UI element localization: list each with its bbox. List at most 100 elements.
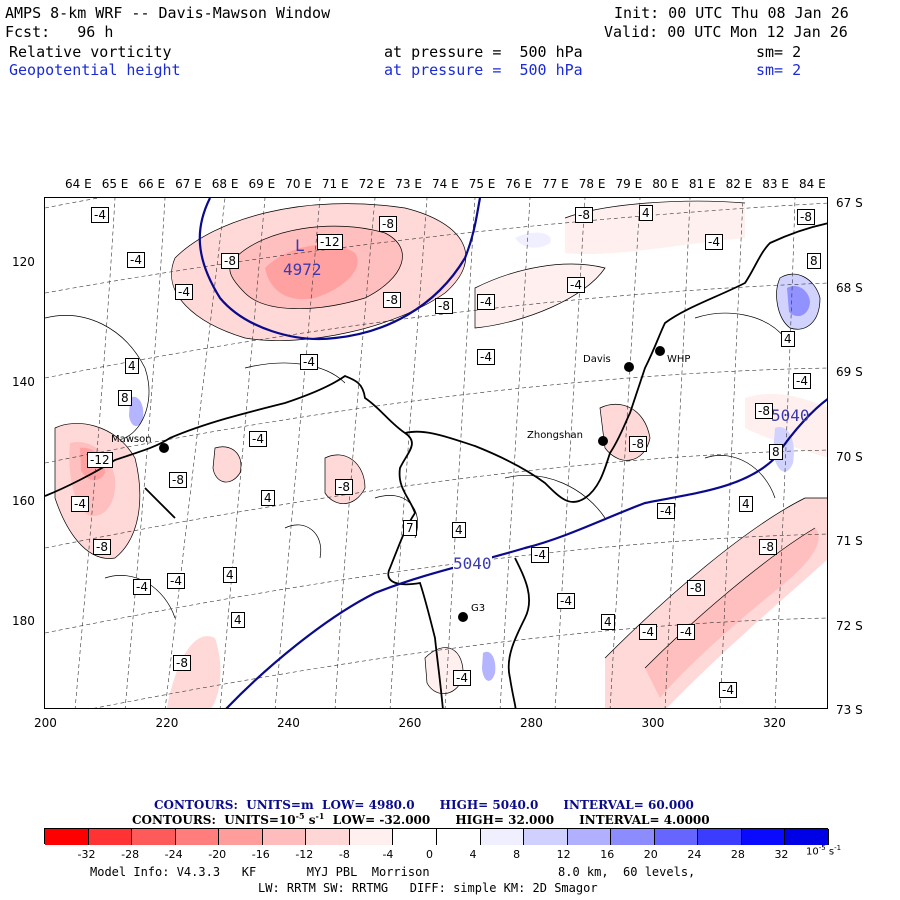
- lon-label: 84 E: [799, 177, 826, 191]
- colorbar-label: -20: [208, 848, 227, 861]
- contour-value-box: 8: [118, 390, 132, 406]
- lon-label: 74 E: [432, 177, 459, 191]
- contour-value-box: -8: [435, 298, 453, 314]
- colorbar-label: 4: [469, 848, 477, 861]
- high-value: HIGH= 5040.0: [439, 798, 539, 812]
- y-tick: 120: [12, 255, 35, 269]
- contour-value-box: 4: [452, 522, 466, 538]
- lon-label: 81 E: [688, 177, 716, 191]
- colorbar-swatch: [480, 829, 525, 845]
- contour-value-box: 4: [231, 612, 245, 628]
- cb-unit-s: s: [828, 846, 835, 858]
- lon-label: 66 E: [138, 177, 166, 191]
- contour-value-box: -4: [567, 277, 585, 293]
- contour-value-box: -4: [557, 593, 575, 609]
- y-tick: 180: [12, 613, 35, 628]
- colorbar-swatch: [132, 829, 176, 845]
- colorbar-unit: 10-5 s-1: [806, 844, 841, 857]
- units-exp: -5: [295, 811, 305, 821]
- contours-label: CONTOURS:: [154, 798, 238, 812]
- contour-value-box: 8: [769, 444, 783, 460]
- colorbar-swatch: [45, 829, 89, 845]
- station-whp-label: WHP: [667, 354, 691, 365]
- contour-value-box: -8: [169, 472, 187, 488]
- lon-label: 69 E: [248, 177, 276, 191]
- height-contour-info: CONTOURS: UNITS=m LOW= 4980.0 HIGH= 5040…: [154, 798, 694, 812]
- contour-value-box: 4: [739, 496, 753, 512]
- init-time: Init: 00 UTC Thu 08 Jan 26: [614, 4, 849, 22]
- lat-label: 72 S: [836, 618, 863, 633]
- colorbar-swatch: [349, 829, 394, 845]
- colorbar-label: -4: [382, 848, 394, 861]
- colorbar-label: 8: [513, 848, 521, 861]
- contour-value-box: -4: [719, 682, 737, 698]
- colorbar-swatch: [567, 829, 612, 845]
- lon-label: 80 E: [652, 177, 679, 191]
- colorbar-label: -24: [164, 848, 183, 861]
- contour-value-box: -4: [639, 624, 657, 640]
- x-tick: 240: [277, 716, 300, 730]
- lon-label: 73 E: [395, 177, 422, 191]
- contour-value-box: -8: [383, 292, 401, 308]
- contour-value-box: -8: [797, 209, 815, 225]
- lat-label: 67 S: [836, 196, 863, 210]
- lon-label: 64 E: [65, 177, 92, 191]
- x-tick: 200: [34, 716, 57, 730]
- contour-value-box: -4: [249, 431, 267, 447]
- contour-value-box: -8: [759, 539, 777, 555]
- colorbar-label: 12: [556, 848, 571, 861]
- contour-value-box: -8: [93, 539, 111, 555]
- lon-label: 65 E: [101, 177, 129, 191]
- lon-label: 82 E: [725, 177, 753, 191]
- low-value: LOW= -32.000: [332, 813, 431, 827]
- contour-value-box: 4: [261, 490, 275, 506]
- lon-label: 77 E: [542, 177, 569, 191]
- lat-label: 70 S: [836, 449, 863, 464]
- cb-unit-base: 10: [806, 846, 819, 858]
- colorbar-swatch: [88, 829, 133, 845]
- latlon-grid: [45, 198, 827, 708]
- contour-value-box: -4: [71, 496, 89, 512]
- vorticity-contour-info: CONTOURS: UNITS=10-5 s-1 LOW= -32.000 HI…: [132, 811, 710, 827]
- colorbar-swatch: [698, 829, 742, 845]
- lat-label: 69 S: [836, 365, 863, 379]
- y-tick: 160: [12, 494, 35, 508]
- colorbar-label: 24: [687, 848, 702, 861]
- contour-value-box: 4: [125, 358, 139, 374]
- field2-smoothing: sm= 2: [756, 61, 802, 79]
- lon-label: 72 E: [358, 177, 386, 191]
- contour-value-box: -8: [629, 436, 647, 452]
- lon-label: 68 E: [211, 177, 239, 191]
- lat-label: 73 S: [836, 703, 863, 717]
- high-value: HIGH= 32.000: [455, 813, 555, 827]
- height-label-5040-a: 5040: [453, 554, 492, 573]
- contour-value-box: 4: [223, 567, 237, 583]
- station-dots: [159, 346, 665, 622]
- lon-label: 67 E: [175, 177, 202, 191]
- forecast-hour: Fcst: 96 h: [5, 23, 114, 41]
- units-label: UNITS=m: [246, 798, 314, 812]
- low-center-value: 4972: [283, 260, 322, 279]
- colorbar-swatch: [262, 829, 307, 845]
- contour-value-box: -8: [755, 403, 773, 419]
- valid-time: Valid: 00 UTC Mon 12 Jan 26: [604, 23, 848, 41]
- coastline: [45, 222, 827, 708]
- field1-smoothing: sm= 2: [756, 43, 802, 61]
- map-svg: [45, 198, 827, 708]
- low-value: LOW= 4980.0: [322, 798, 415, 812]
- model-info: Model Info: V4.3.3 KF MYJ PBL Morrison: [90, 865, 430, 879]
- contour-value-box: -8: [575, 207, 593, 223]
- contour-value-box: -8: [379, 216, 397, 232]
- contour-value-box: -12: [87, 452, 113, 468]
- colorbar-label: 28: [730, 848, 745, 861]
- station-zhongshan-label: Zhongshan: [527, 430, 584, 441]
- contour-value-box: -4: [453, 670, 471, 686]
- x-tick: 300: [641, 716, 665, 730]
- lon-label: 71 E: [321, 177, 349, 191]
- lat-label: 71 S: [836, 534, 863, 548]
- x-tick: 320: [763, 716, 786, 730]
- x-tick: 220: [155, 716, 179, 730]
- plot-title: AMPS 8-km WRF -- Davis-Mawson Window: [5, 4, 331, 22]
- colorbar: [44, 828, 829, 845]
- colorbar-swatch: [785, 829, 829, 845]
